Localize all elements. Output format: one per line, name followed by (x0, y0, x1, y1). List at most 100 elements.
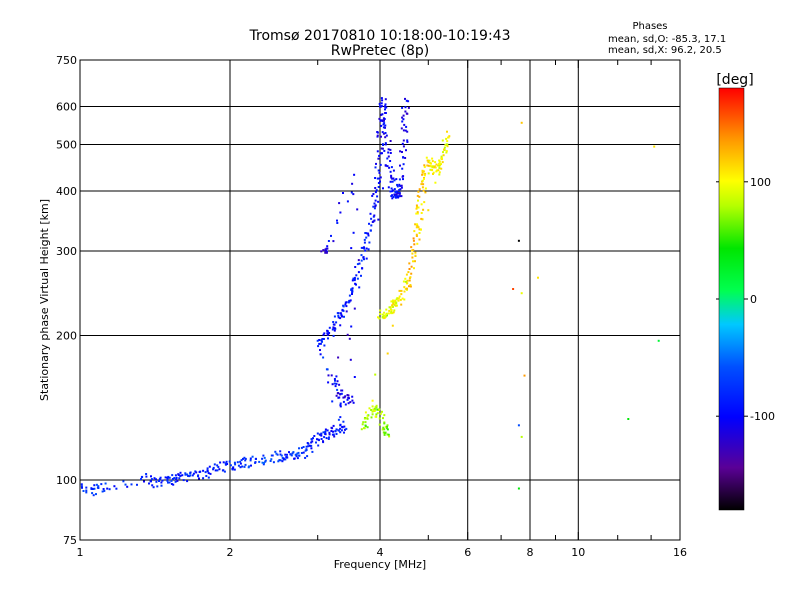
scatter-point (520, 292, 523, 295)
echo-point (396, 297, 399, 300)
echo-point (366, 426, 369, 429)
echo-point (262, 454, 265, 457)
echo-point (225, 460, 228, 463)
echo-point (401, 106, 404, 109)
echo-point (381, 410, 383, 413)
echo-point (339, 324, 342, 327)
stats-o-line: mean, sd,O: -85.3, 17.1 (608, 34, 726, 45)
colorbar-unit-label: [deg] (716, 72, 753, 88)
echo-point (306, 442, 309, 444)
scatter-point (653, 145, 656, 148)
echo-point (335, 394, 338, 397)
echo-point (428, 159, 431, 162)
echo-point (404, 97, 406, 100)
echo-point (378, 154, 381, 157)
echo-point (416, 224, 419, 227)
echo-point (339, 317, 342, 320)
echo-point (310, 447, 313, 450)
echo-point (392, 196, 395, 198)
echo-point (406, 141, 409, 143)
echo-point (405, 125, 408, 128)
echo-point (179, 471, 182, 474)
echo-point (160, 484, 163, 487)
echo-point (415, 226, 418, 229)
echo-point (406, 288, 408, 291)
echo-point (388, 435, 391, 438)
echo-point (379, 313, 382, 315)
echo-point (208, 465, 211, 468)
echo-point (324, 430, 327, 433)
echo-point (438, 159, 441, 162)
echo-point (378, 423, 381, 426)
echo-point (264, 460, 267, 463)
echo-point (281, 460, 284, 463)
echo-point (310, 444, 313, 447)
echo-point (336, 219, 338, 222)
echo-point (438, 164, 441, 167)
echo-point (237, 464, 240, 467)
scatter-point (627, 418, 630, 420)
echo-point (279, 459, 282, 462)
echo-point (407, 100, 410, 103)
echo-point (332, 323, 335, 326)
echo-point (352, 277, 355, 280)
echo-point (332, 240, 335, 243)
echo-point (445, 143, 448, 146)
echo-point (377, 157, 380, 160)
echo-point (384, 425, 387, 428)
echo-point (400, 289, 403, 292)
echo-point (310, 438, 313, 441)
echo-point (311, 450, 314, 453)
echo-point (383, 118, 386, 120)
echo-point (435, 170, 438, 173)
echo-point (319, 342, 322, 345)
echo-point (333, 327, 336, 330)
echo-point (356, 277, 359, 280)
echo-point (375, 406, 378, 409)
echo-point (396, 191, 399, 194)
echo-point (416, 242, 419, 245)
echo-point (381, 147, 384, 150)
echo-point (398, 289, 401, 292)
echo-point (404, 157, 407, 159)
echo-point (313, 435, 316, 437)
echo-point (360, 259, 363, 262)
echo-point (441, 157, 443, 160)
echo-point (222, 461, 225, 464)
echo-point (316, 432, 319, 435)
echo-point (383, 414, 386, 417)
echo-point (350, 191, 353, 194)
echo-point (233, 468, 236, 471)
echo-point (352, 231, 355, 234)
echo-point (371, 221, 374, 223)
y-tick-label: 100 (56, 474, 77, 487)
echo-point (345, 310, 348, 313)
echo-point (177, 474, 180, 476)
echo-point (384, 103, 387, 106)
echo-point (317, 345, 320, 348)
echo-point (241, 465, 244, 468)
echo-point (429, 168, 432, 171)
echo-point (351, 279, 354, 282)
echo-point (376, 408, 379, 411)
echo-point (115, 487, 118, 490)
echo-point (420, 203, 423, 206)
echo-point (330, 234, 332, 237)
echo-point (351, 291, 354, 294)
y-tick-label: 750 (56, 54, 77, 67)
echo-point (414, 260, 416, 263)
echo-point (415, 233, 418, 236)
echo-point (373, 219, 376, 222)
echo-point (338, 202, 341, 205)
echo-point (275, 452, 278, 455)
echo-point (381, 131, 384, 134)
echo-point (339, 423, 342, 426)
echo-point (345, 305, 348, 308)
echo-point (375, 189, 378, 192)
echo-point (80, 485, 83, 488)
echo-point (175, 478, 178, 481)
scatter-point (520, 121, 523, 124)
echo-point (175, 476, 178, 479)
echo-point (382, 126, 385, 129)
echo-point (318, 339, 321, 341)
